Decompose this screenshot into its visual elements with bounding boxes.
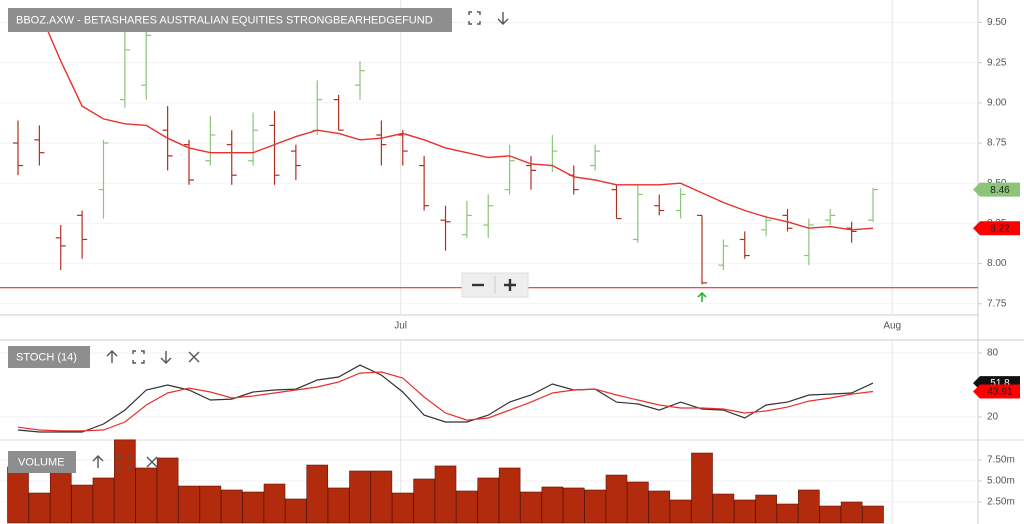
y-tick-label: 2.50m bbox=[987, 497, 1015, 508]
bar bbox=[862, 505, 884, 524]
close-icon[interactable] bbox=[146, 456, 158, 468]
bar bbox=[391, 492, 414, 524]
bar bbox=[840, 501, 863, 524]
bar bbox=[327, 487, 350, 524]
signal-arrow bbox=[697, 291, 707, 302]
panel-title: VOLUME bbox=[18, 456, 64, 468]
title-box bbox=[8, 451, 76, 473]
bar bbox=[285, 498, 307, 524]
fullscreen-icon[interactable] bbox=[118, 455, 131, 469]
y-tick-label: 80 bbox=[987, 348, 999, 359]
bar bbox=[691, 452, 713, 524]
price-tag bbox=[973, 182, 1020, 197]
y-tick-label: 8.00 bbox=[987, 258, 1007, 269]
y-tick-label: 5.00m bbox=[987, 476, 1015, 487]
x-tick-label: Aug bbox=[883, 321, 901, 332]
title-box bbox=[8, 8, 452, 32]
bar bbox=[648, 490, 671, 524]
price-tag-label: 51.8 bbox=[990, 378, 1010, 389]
bar bbox=[755, 494, 777, 524]
bar bbox=[605, 474, 628, 524]
price-tag bbox=[973, 384, 1020, 399]
bar bbox=[263, 483, 286, 524]
bar bbox=[541, 486, 564, 524]
move-up-icon[interactable] bbox=[106, 350, 118, 363]
bar bbox=[733, 499, 756, 524]
y-tick-label: 20 bbox=[987, 412, 999, 423]
line-series bbox=[17, 364, 874, 433]
y-tick-label: 7.75 bbox=[987, 298, 1007, 309]
move-up-icon[interactable] bbox=[92, 455, 104, 468]
close-icon[interactable] bbox=[188, 351, 200, 363]
bar bbox=[627, 481, 649, 524]
bar bbox=[819, 505, 842, 524]
bar bbox=[498, 467, 521, 524]
title-box bbox=[8, 346, 90, 368]
bar bbox=[242, 491, 264, 524]
download-icon[interactable] bbox=[497, 12, 509, 25]
bar bbox=[178, 485, 200, 524]
bar bbox=[92, 477, 115, 524]
zoom-in-button[interactable] bbox=[504, 279, 516, 291]
y-tick-label: 9.25 bbox=[987, 57, 1007, 68]
x-tick-label: Jul bbox=[394, 321, 407, 332]
fullscreen-icon[interactable] bbox=[132, 350, 145, 364]
bar bbox=[669, 499, 692, 524]
bar bbox=[712, 493, 735, 524]
bar bbox=[776, 503, 799, 524]
y-tick-label: 7.50m bbox=[987, 455, 1015, 466]
bar bbox=[456, 490, 478, 524]
y-tick-label: 9.00 bbox=[987, 97, 1007, 108]
panel-title: STOCH (14) bbox=[16, 351, 77, 363]
y-tick-label: 8.75 bbox=[987, 138, 1007, 149]
bar bbox=[156, 457, 179, 524]
bar bbox=[520, 491, 542, 524]
bar bbox=[306, 464, 329, 524]
bar bbox=[114, 439, 136, 524]
y-tick-label: 9.50 bbox=[987, 17, 1007, 28]
bar bbox=[584, 489, 606, 524]
bar bbox=[28, 492, 51, 524]
price-tag-label: 8.46 bbox=[990, 185, 1010, 196]
chart-title: BBOZ.AXW - BETASHARES AUSTRALIAN EQUITIE… bbox=[16, 14, 433, 26]
price-tag-label: 8.22 bbox=[990, 223, 1010, 234]
bar bbox=[370, 470, 393, 524]
bar bbox=[349, 470, 371, 524]
price-tag bbox=[973, 221, 1020, 236]
bar bbox=[49, 471, 72, 524]
bar bbox=[7, 466, 29, 524]
bar bbox=[434, 465, 457, 524]
bar bbox=[135, 467, 158, 524]
bar bbox=[413, 478, 435, 524]
line-series bbox=[38, 11, 874, 231]
bar bbox=[477, 477, 500, 524]
bar bbox=[71, 484, 93, 524]
line-series bbox=[17, 371, 874, 432]
bar bbox=[562, 487, 585, 524]
move-down-icon[interactable] bbox=[160, 351, 172, 364]
price-tag-label: 43.91 bbox=[987, 387, 1012, 398]
bar bbox=[798, 489, 820, 524]
bar bbox=[199, 485, 222, 524]
fullscreen-icon[interactable] bbox=[468, 11, 481, 25]
bar bbox=[220, 489, 243, 524]
